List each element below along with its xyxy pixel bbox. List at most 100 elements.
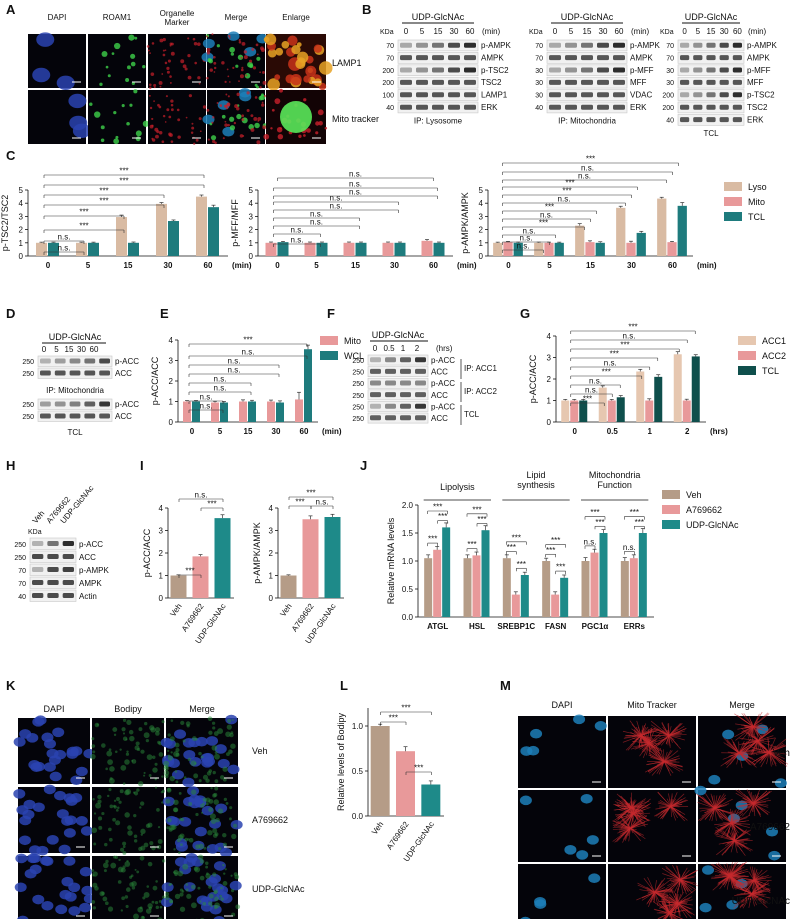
mito-network [717,809,732,824]
lipid [186,893,192,899]
band [613,67,625,73]
mito-network [757,740,763,753]
mito-network [751,889,756,894]
band [464,79,476,85]
lipid [203,846,207,850]
puncta [169,133,173,137]
mito-network [752,713,760,727]
mito-network [665,879,681,890]
nucleus [160,737,173,748]
mito-network [659,800,671,807]
nucleus [182,777,195,788]
a-image [202,87,268,145]
lipid [99,891,105,897]
f-band-label: p-ACC [431,379,455,388]
mito-network [731,822,751,825]
bar [156,203,167,256]
bar [570,400,579,422]
band [32,580,44,585]
mito-network [672,864,681,880]
band [581,55,593,61]
m-image [518,790,606,862]
mito-network [671,902,678,915]
lipid [112,804,116,808]
bar [76,242,87,256]
puncta [261,101,264,104]
band [464,67,476,73]
lipid [97,816,103,821]
blob [281,40,290,49]
y-label: Relative mRNA levels [386,517,396,604]
sig-label: n.s. [604,359,617,368]
mito-network [729,868,748,876]
mito-network [622,807,632,809]
mito-network [650,724,670,736]
f-time: 0 [373,344,378,353]
puncta [158,80,163,85]
mito-network [630,828,634,834]
legend-label: ACC1 [762,336,786,346]
legend-swatch [662,490,680,499]
mito-network [616,828,631,840]
sig-label: n.s. [558,195,571,204]
lipid [137,906,144,913]
puncta [240,68,244,72]
mito-network [627,735,642,751]
lipid [167,733,171,737]
band [415,368,426,374]
x-tick-label: 0 [275,261,280,270]
lipid [125,887,131,892]
mito-network [631,806,649,808]
mito-network [640,727,653,736]
x-tick-label: 60 [429,261,438,270]
b-kda: KDa [529,29,543,36]
label-line: Marker [165,18,190,27]
band [549,92,561,98]
panel-label-g: G [520,306,530,321]
puncta [180,59,185,64]
mito-network [753,789,760,804]
mito-network [655,746,665,762]
bar [629,558,638,617]
x-tick-label: 30 [627,261,636,270]
b-time: 60 [733,27,742,36]
legend-label: Mito [748,197,765,207]
bar [396,751,415,816]
band [415,357,426,363]
sig-label: *** [545,203,554,212]
lipid [129,735,135,742]
mito-network [677,888,697,904]
lipid [91,737,95,741]
band [40,413,51,419]
f-unit: (hrs) [436,344,453,353]
lipid [97,799,102,804]
lipid [167,749,170,752]
mito-network [649,754,665,763]
sig-label: *** [539,219,548,228]
legend-swatch [738,336,756,345]
mito-network [731,820,750,824]
x-tick-label: 2 [685,427,690,436]
panel-label-i: I [140,458,144,473]
m-image [518,714,607,788]
puncta [165,95,168,98]
band [732,79,742,85]
m-col-header: Mito Tracker [627,700,677,710]
nucleus [182,738,195,748]
d-mw: 250 [22,414,34,421]
bar [280,575,297,598]
y-tick-label: 1 [249,239,254,248]
lipid [167,787,171,792]
y-tick-label: 5 [479,186,484,195]
b-mw: 70 [386,43,394,50]
sig-label: *** [428,535,437,544]
band [581,42,593,48]
lipid [217,728,224,735]
mito-network [731,822,736,828]
lipid [226,724,232,730]
band [385,368,396,374]
lipid [103,869,107,873]
b-mw: 70 [535,43,543,50]
mito-network [743,740,758,750]
sig-label: *** [99,197,108,206]
